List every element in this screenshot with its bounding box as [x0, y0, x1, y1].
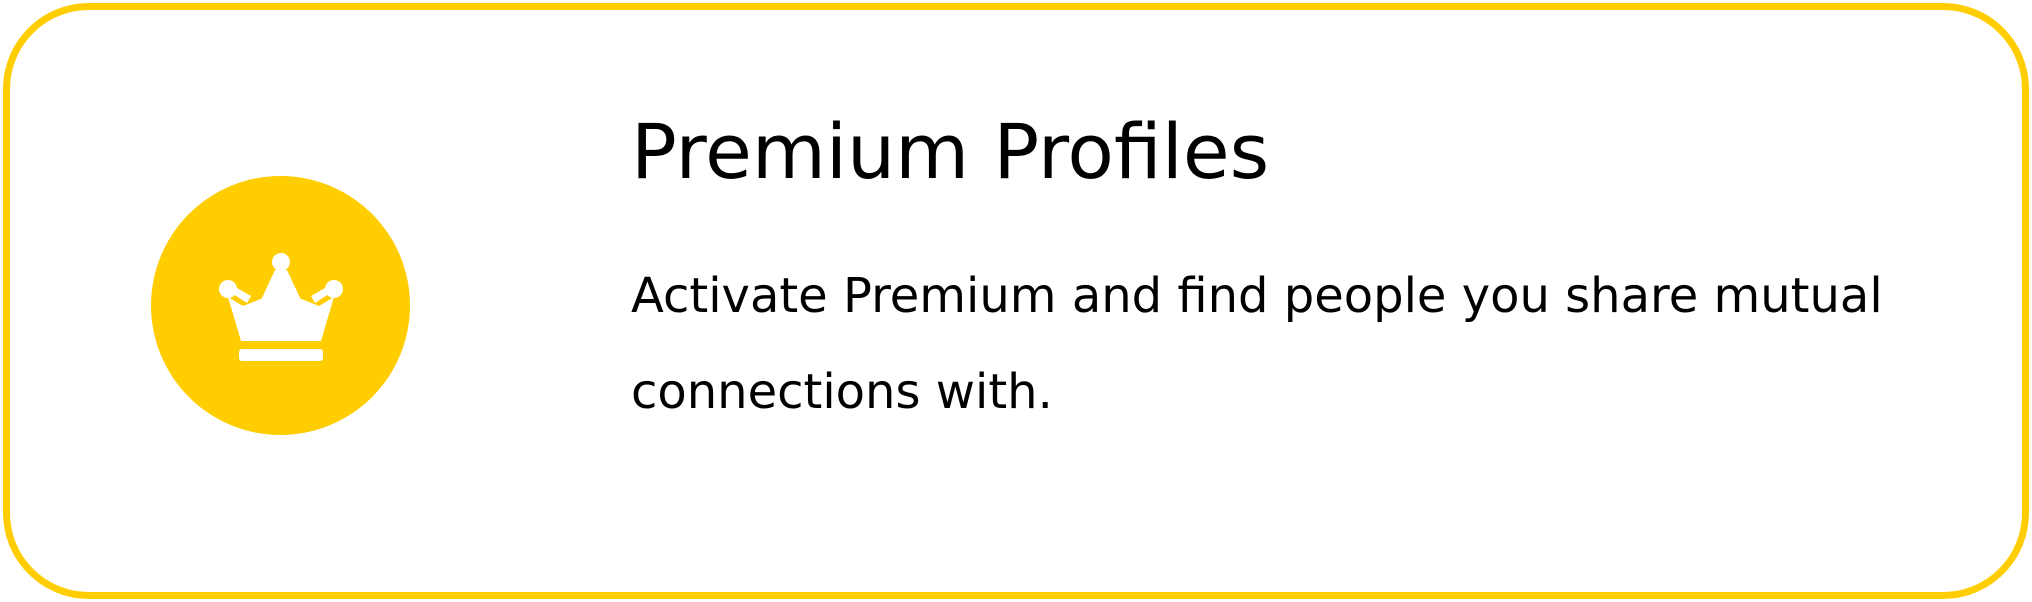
crown-icon — [219, 253, 343, 361]
premium-profiles-card[interactable]: Premium Profiles Activate Premium and fi… — [3, 3, 2029, 599]
card-description: Activate Premium and find people you sha… — [631, 268, 1883, 420]
card-title: Premium Profiles — [631, 107, 1270, 196]
crown-badge — [151, 176, 410, 435]
